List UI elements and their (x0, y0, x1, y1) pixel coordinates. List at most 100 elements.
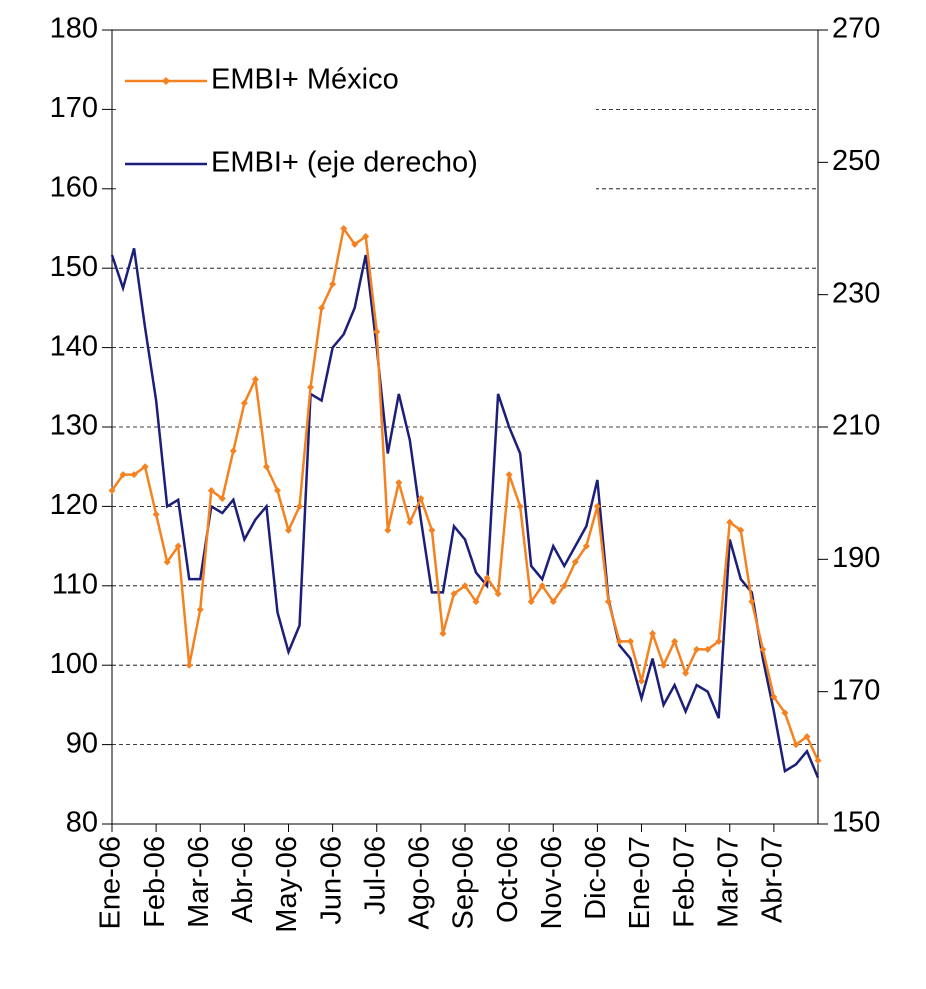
legend-box (116, 38, 596, 208)
x-tick-label: Oct-06 (492, 836, 524, 923)
point-marker (163, 558, 171, 566)
point-marker (671, 637, 679, 645)
point-marker (549, 598, 557, 606)
y-tick-label: 160 (50, 171, 98, 203)
point-marker (108, 487, 116, 495)
y2-tick-label: 230 (832, 277, 880, 309)
point-marker (428, 526, 436, 534)
y-tick-label: 170 (50, 92, 98, 124)
point-marker (417, 494, 425, 502)
y2-tick-label: 250 (832, 145, 880, 177)
point-marker (119, 471, 127, 479)
point-marker (737, 526, 745, 534)
y-tick-label: 150 (50, 251, 98, 283)
point-marker (406, 518, 414, 526)
point-marker (152, 510, 160, 518)
point-marker (296, 502, 304, 510)
point-marker (715, 637, 723, 645)
point-marker (174, 542, 182, 550)
point-marker (571, 558, 579, 566)
point-marker (207, 487, 215, 495)
point-marker (726, 518, 734, 526)
y2-tick-label: 150 (832, 807, 880, 839)
point-marker (185, 661, 193, 669)
point-marker (660, 661, 668, 669)
y-tick-label: 120 (50, 489, 98, 521)
series-line (110, 225, 820, 762)
x-tick-label: Mar-07 (712, 836, 744, 928)
point-marker (704, 645, 712, 653)
point-marker (483, 574, 491, 582)
point-marker (262, 463, 270, 471)
x-tick-label: Feb-06 (139, 836, 171, 928)
x-tick-label: Abr-07 (757, 836, 789, 923)
x-tick-label: Sep-06 (448, 836, 480, 930)
point-marker (130, 471, 138, 479)
point-marker (218, 494, 226, 502)
point-marker (770, 693, 778, 701)
point-marker (384, 526, 392, 534)
point-marker (141, 463, 149, 471)
point-marker (461, 582, 469, 590)
point-marker (273, 487, 281, 495)
x-tick-label: Nov-06 (536, 836, 568, 930)
point-marker (251, 375, 259, 383)
point-marker (505, 471, 513, 479)
x-tick-label: May-06 (271, 836, 303, 933)
point-marker (759, 645, 767, 653)
point-marker (516, 502, 524, 510)
x-tick-label: Ene-07 (624, 836, 656, 930)
point-marker (196, 606, 204, 614)
point-marker (362, 232, 370, 240)
point-marker (351, 240, 359, 248)
point-marker (593, 502, 601, 510)
y-tick-label: 130 (50, 410, 98, 442)
y-tick-label: 90 (66, 727, 98, 759)
y-tick-label: 180 (50, 13, 98, 45)
y2-tick-label: 170 (832, 674, 880, 706)
point-marker (229, 447, 237, 455)
point-marker (626, 637, 634, 645)
point-marker (439, 629, 447, 637)
point-marker (307, 383, 315, 391)
y-tick-label: 80 (66, 807, 98, 839)
point-marker (285, 526, 292, 534)
y-tick-label: 140 (50, 330, 98, 362)
point-marker (814, 756, 822, 764)
point-marker (395, 479, 403, 487)
point-marker (560, 582, 568, 590)
point-marker (472, 598, 480, 606)
point-marker (538, 582, 546, 590)
x-tick-label: Ago-06 (404, 836, 436, 930)
point-marker (638, 677, 645, 685)
x-tick-label: Dic-06 (580, 836, 612, 920)
x-tick-label: Jun-06 (315, 836, 347, 925)
point-marker (340, 225, 348, 232)
point-marker (615, 637, 623, 645)
y2-tick-label: 190 (832, 542, 880, 574)
point-marker (582, 542, 590, 550)
point-marker (373, 328, 381, 336)
x-tick-label: Ene-06 (95, 836, 127, 930)
point-marker (240, 399, 248, 407)
point-marker (604, 598, 612, 606)
point-marker (649, 629, 657, 637)
point-marker (329, 280, 337, 288)
point-marker (803, 733, 811, 741)
point-marker (450, 590, 458, 598)
point-marker (527, 598, 535, 606)
x-tick-label: Feb-07 (668, 836, 700, 928)
point-marker (494, 590, 502, 598)
point-marker (792, 741, 800, 749)
y2-tick-label: 210 (832, 410, 880, 442)
point-marker (781, 709, 789, 717)
point-marker (693, 645, 701, 653)
point-marker (682, 669, 690, 677)
x-tick-label: Mar-06 (183, 836, 215, 928)
series-line (110, 248, 820, 779)
x-tick-label: Abr-06 (227, 836, 259, 923)
x-tick-label: Jul-06 (359, 836, 391, 915)
y-tick-label: 110 (52, 568, 98, 600)
